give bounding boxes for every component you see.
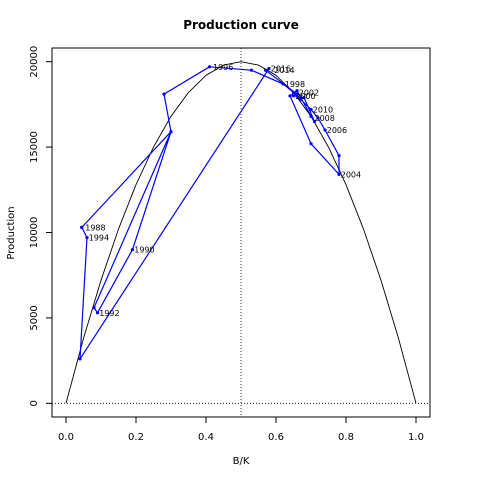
trajectory-point xyxy=(92,306,96,310)
fitted-curve-line xyxy=(65,61,417,404)
x-tick-label: 0.6 xyxy=(268,432,284,443)
x-tick-label: 1.0 xyxy=(408,432,424,443)
trajectory-point xyxy=(130,247,135,252)
trajectory-point xyxy=(295,89,299,93)
trajectory-point xyxy=(323,128,327,132)
trajectory-point xyxy=(263,68,268,72)
trajectory-point xyxy=(80,225,84,229)
x-tick-label: 0.0 xyxy=(58,432,74,443)
x-axis-label: B/K xyxy=(233,456,250,467)
trajectory-point xyxy=(78,357,82,361)
trajectory-point xyxy=(291,90,296,95)
year-label: 1996 xyxy=(213,63,233,72)
trajectory-point xyxy=(309,114,313,118)
trajectory-point xyxy=(309,107,313,112)
trajectory-point xyxy=(85,236,89,240)
trajectory-point xyxy=(169,130,173,134)
trajectory-point xyxy=(291,94,296,98)
year-label: 2014 xyxy=(274,66,294,75)
year-label: 1990 xyxy=(134,246,154,255)
trajectory-point xyxy=(281,82,285,86)
year-label: 2006 xyxy=(327,126,347,135)
trajectory-point xyxy=(207,65,212,69)
y-tick-label: 10000 xyxy=(29,217,40,249)
x-tick-label: 0.2 xyxy=(128,432,144,443)
x-tick-label: 0.4 xyxy=(198,432,214,443)
year-label: 2002 xyxy=(299,88,319,97)
trajectory-point xyxy=(288,94,292,98)
year-label: 2010 xyxy=(313,106,333,115)
y-tick-label: 15000 xyxy=(29,131,40,163)
y-axis-label: Production xyxy=(6,206,17,259)
y-tick-label: 5000 xyxy=(29,305,40,330)
trajectory-point xyxy=(162,92,166,96)
year-label: 2000 xyxy=(295,92,315,101)
year-label: 1998 xyxy=(285,80,305,89)
x-tick-label: 0.8 xyxy=(338,432,354,443)
trajectory-point xyxy=(249,68,254,72)
chart-title: Production curve xyxy=(183,18,299,32)
y-tick-label: 0 xyxy=(29,400,40,406)
y-tick-label: 20000 xyxy=(29,46,40,78)
trajectory-point xyxy=(95,311,100,315)
year-label: 1992 xyxy=(99,309,119,318)
year-label: 2016 xyxy=(271,65,291,74)
year-label: 1994 xyxy=(89,234,109,243)
trajectory-point xyxy=(298,97,303,101)
trajectory-point xyxy=(316,116,320,120)
trajectory-point xyxy=(302,95,306,100)
trajectory-point xyxy=(267,66,271,71)
trajectory-point xyxy=(309,142,313,146)
year-label: 2004 xyxy=(341,170,361,179)
trajectory-point xyxy=(337,154,341,158)
year-label: 2008 xyxy=(315,114,335,123)
trajectory-point xyxy=(337,172,341,177)
year-label: 1988 xyxy=(85,223,105,232)
trajectory-point xyxy=(295,92,299,96)
trajectory-line xyxy=(79,66,340,360)
trajectory-point xyxy=(312,119,317,124)
